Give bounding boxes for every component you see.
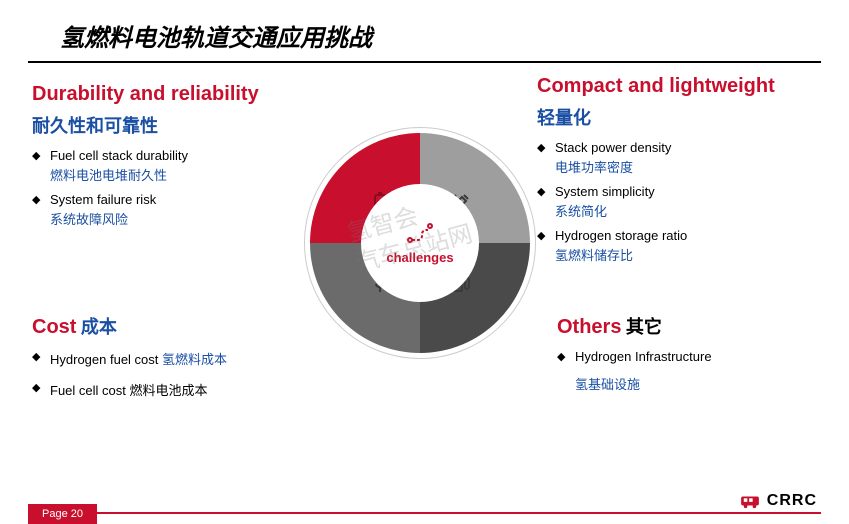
- quadrant-compact: Compact and lightweight 轻量化 Stack power …: [537, 75, 817, 272]
- quadrant-others: Others 其它 Hydrogen Infrastructure 氢基础设施: [557, 313, 817, 401]
- item-list: Hydrogen Infrastructure 氢基础设施: [557, 349, 817, 393]
- item-cn: 氢燃料储存比: [555, 245, 817, 264]
- heading-cn: 其它: [626, 317, 662, 337]
- heading-cn: 耐久性和可靠性: [32, 112, 292, 138]
- item-en: System failure risk: [50, 192, 292, 207]
- footer-divider: [28, 512, 821, 514]
- donut-center-label: challenges: [386, 250, 453, 265]
- list-item: Hydrogen Infrastructure 氢基础设施: [557, 349, 817, 393]
- list-item: Fuel cell cost 燃料电池成本: [32, 380, 312, 399]
- donut-center: challenges: [365, 188, 475, 298]
- heading-row: Others 其它: [557, 313, 817, 339]
- list-item: System failure risk 系统故障风险: [32, 192, 292, 228]
- list-item: Stack power density 电堆功率密度: [537, 140, 817, 176]
- footer: Page 20 CRRC: [0, 492, 849, 524]
- heading-en: Cost: [32, 316, 76, 338]
- quadrant-cost: Cost 成本 Hydrogen fuel cost 氢燃料成本 Fuel ce…: [32, 313, 312, 407]
- heading-en: Durability and reliability: [32, 83, 292, 106]
- heading-cn: 成本: [81, 317, 117, 337]
- list-item: Hydrogen storage ratio 氢燃料储存比: [537, 228, 817, 264]
- item-en: Fuel cell cost: [50, 383, 126, 398]
- item-list: Fuel cell stack durability 燃料电池电堆耐久性 Sys…: [32, 148, 292, 228]
- item-cn: 氢燃料成本: [162, 352, 227, 367]
- item-list: Stack power density 电堆功率密度 System simpli…: [537, 140, 817, 264]
- challenges-donut: challenges: [310, 133, 530, 353]
- slide-title: 氢燃料电池轨道交通应用挑战: [28, 0, 821, 63]
- list-item: Hydrogen fuel cost 氢燃料成本: [32, 349, 312, 368]
- heading-cn: 轻量化: [537, 104, 817, 130]
- item-en: Stack power density: [555, 140, 817, 155]
- item-cn: 氢基础设施: [575, 374, 817, 393]
- item-list: Hydrogen fuel cost 氢燃料成本 Fuel cell cost …: [32, 349, 312, 399]
- crrc-logo-icon: [739, 493, 761, 509]
- item-en: Fuel cell stack durability: [50, 148, 292, 163]
- list-item: Fuel cell stack durability 燃料电池电堆耐久性: [32, 148, 292, 184]
- item-cn: 燃料电池电堆耐久性: [50, 165, 292, 184]
- quadrant-durability: Durability and reliability 耐久性和可靠性 Fuel …: [32, 83, 292, 236]
- route-icon: [406, 222, 434, 244]
- item-en: System simplicity: [555, 184, 817, 199]
- item-en: Hydrogen fuel cost: [50, 352, 158, 367]
- list-item: System simplicity 系统简化: [537, 184, 817, 220]
- heading-en: Others: [557, 316, 621, 338]
- item-en: Hydrogen storage ratio: [555, 228, 817, 243]
- item-cn: 系统简化: [555, 201, 817, 220]
- item-cn: 系统故障风险: [50, 209, 292, 228]
- heading-row: Cost 成本: [32, 313, 312, 339]
- item-cn: 燃料电池成本: [130, 383, 208, 398]
- crrc-logo-text: CRRC: [767, 492, 817, 510]
- item-cn: 电堆功率密度: [555, 157, 817, 176]
- item-en: Hydrogen Infrastructure: [575, 349, 817, 364]
- content-area: Durability and reliability 耐久性和可靠性 Fuel …: [0, 63, 849, 483]
- page-number: Page 20: [28, 504, 97, 524]
- crrc-logo: CRRC: [739, 492, 817, 510]
- heading-en: Compact and lightweight: [537, 75, 817, 98]
